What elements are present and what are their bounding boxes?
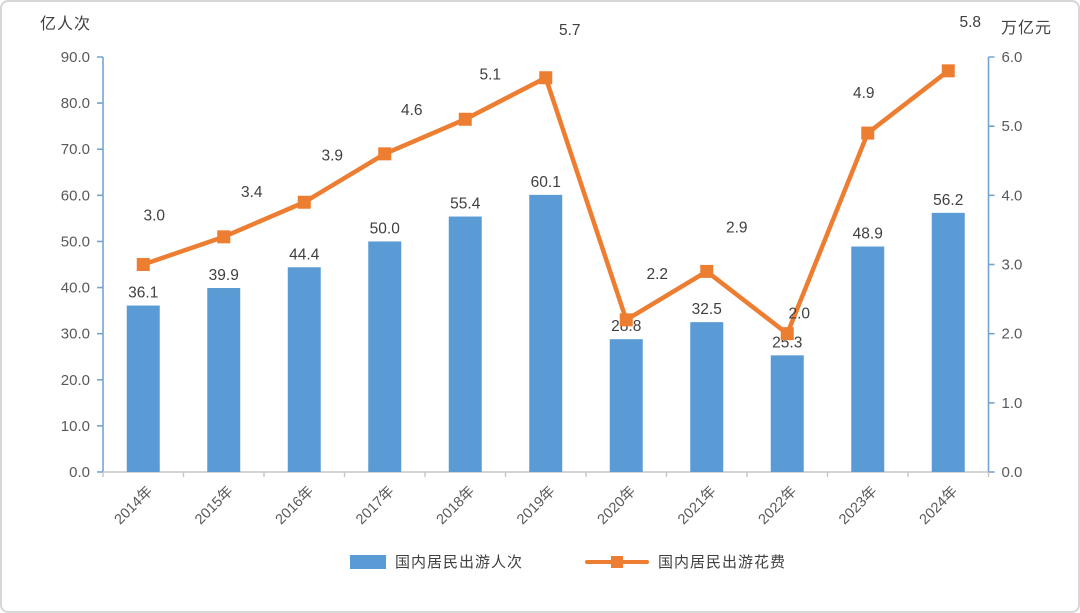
x-label-2016年: 2016年 xyxy=(272,483,317,528)
legend-item-spending: 国内居民出游花费 xyxy=(585,551,786,572)
left-axis-tick-label: 80.0 xyxy=(61,95,90,112)
bar-label-2016年: 44.4 xyxy=(289,246,320,263)
left-axis-tick-label: 30.0 xyxy=(61,326,90,343)
line-label-2023年: 4.9 xyxy=(853,85,875,102)
left-axis-tick-label: 20.0 xyxy=(61,372,90,389)
x-label-2022年: 2022年 xyxy=(755,483,800,528)
bar-2016年 xyxy=(287,267,321,472)
bar-label-2022年: 25.3 xyxy=(772,334,802,351)
line-label-2014年: 3.0 xyxy=(143,208,165,225)
x-label-2019年: 2019年 xyxy=(513,483,558,528)
left-axis-tick-label: 70.0 xyxy=(61,141,90,158)
line-marker-2014年 xyxy=(136,258,150,271)
legend-item-trips: 国内居民出游人次 xyxy=(349,551,523,572)
right-axis-tick-label: 2.0 xyxy=(1002,326,1023,343)
x-label-2021年: 2021年 xyxy=(674,483,719,528)
line-marker-2021年 xyxy=(700,264,714,278)
x-label-2018年: 2018年 xyxy=(433,483,478,528)
right-axis-tick-label: 0.0 xyxy=(1002,464,1023,481)
x-label-2024年: 2024年 xyxy=(916,483,961,528)
bar-label-2020年: 28.8 xyxy=(611,318,641,335)
line-label-2017年: 4.6 xyxy=(401,102,423,119)
line-marker-2023年 xyxy=(861,126,875,140)
right-axis-tick-label: 5.0 xyxy=(1002,118,1023,135)
line-label-2022年: 2.0 xyxy=(788,306,810,323)
right-axis-tick-label: 6.0 xyxy=(1002,49,1023,66)
bar-label-2015年: 39.9 xyxy=(209,267,239,284)
left-axis-title: 亿人次 xyxy=(40,16,92,33)
line-marker-2018年 xyxy=(458,112,472,126)
bar-2017年 xyxy=(368,241,402,472)
bar-2019年 xyxy=(529,194,563,472)
bar-2020年 xyxy=(609,339,643,472)
line-swatch-marker xyxy=(611,555,623,568)
bar-label-2017年: 50.0 xyxy=(370,220,401,237)
bar-label-2023年: 48.9 xyxy=(853,226,883,243)
left-axis-tick-label: 90.0 xyxy=(61,49,90,66)
line-label-2016年: 3.9 xyxy=(321,147,343,164)
line-series-swatch xyxy=(585,555,649,569)
x-label-2020年: 2020年 xyxy=(594,483,639,528)
left-axis-tick-label: 10.0 xyxy=(61,418,90,435)
line-label-2018年: 5.1 xyxy=(479,66,501,83)
line-label-2021年: 2.9 xyxy=(726,219,748,236)
line-label-2019年: 5.7 xyxy=(559,22,581,39)
line-label-2015年: 3.4 xyxy=(241,184,263,201)
legend-label-trips: 国内居民出游人次 xyxy=(394,554,523,571)
left-axis-tick-label: 40.0 xyxy=(61,280,90,297)
x-label-2014年: 2014年 xyxy=(111,483,156,528)
bar-2015年 xyxy=(207,288,241,472)
bar-label-2024年: 56.2 xyxy=(933,192,963,209)
bar-series-swatch xyxy=(349,554,386,569)
line-marker-2024年 xyxy=(941,64,955,78)
line-marker-2022年 xyxy=(780,327,794,341)
right-axis-title: 万亿元 xyxy=(1000,20,1052,37)
line-marker-2016年 xyxy=(297,195,311,209)
bar-2023年 xyxy=(851,246,885,472)
left-axis-tick-label: 50.0 xyxy=(61,233,90,250)
bar-2018年 xyxy=(448,216,482,472)
right-axis-tick-label: 3.0 xyxy=(1002,257,1023,274)
left-axis-tick-label: 0.0 xyxy=(69,464,90,481)
bar-label-2019年: 60.1 xyxy=(531,174,561,191)
bar-2021年 xyxy=(690,322,724,472)
bar-label-2018年: 55.4 xyxy=(450,196,481,213)
line-marker-2017年 xyxy=(378,147,392,161)
legend: 国内居民出游人次 国内居民出游花费 xyxy=(30,551,1078,572)
bar-2024年 xyxy=(931,212,965,472)
x-label-2017年: 2017年 xyxy=(352,483,397,528)
line-marker-2019年 xyxy=(539,71,553,85)
line-label-2020年: 2.2 xyxy=(646,266,668,283)
bar-2014年 xyxy=(126,305,160,472)
bar-label-2014年: 36.1 xyxy=(128,285,158,302)
left-axis-tick-label: 60.0 xyxy=(61,187,90,204)
bar-label-2021年: 32.5 xyxy=(692,301,722,318)
line-marker-2015年 xyxy=(217,230,231,244)
legend-label-spending: 国内居民出游花费 xyxy=(658,554,787,571)
right-axis-tick-label: 1.0 xyxy=(1002,395,1023,412)
line-label-2024年: 5.8 xyxy=(959,14,981,31)
x-label-2023年: 2023年 xyxy=(835,483,880,528)
x-label-2015年: 2015年 xyxy=(191,483,236,528)
right-axis-tick-label: 4.0 xyxy=(1002,187,1023,204)
bar-2022年 xyxy=(770,355,804,472)
line-marker-2020年 xyxy=(619,313,633,327)
